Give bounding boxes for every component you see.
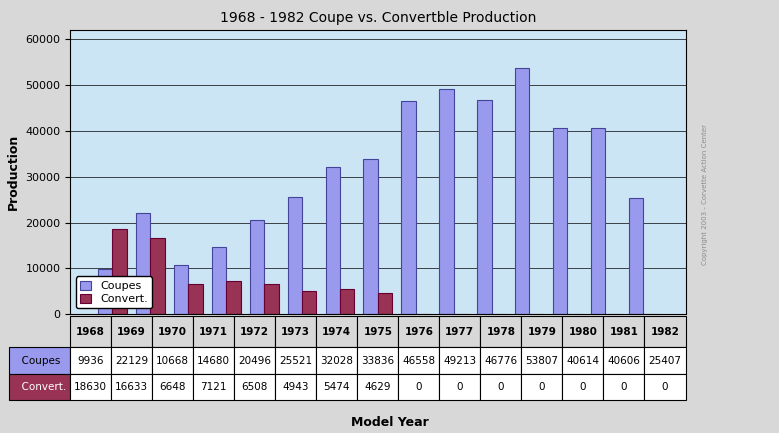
Legend: Coupes, Convert.: Coupes, Convert. [76, 277, 153, 308]
Bar [212, 247, 226, 314]
Bar [264, 284, 279, 314]
Bar [378, 293, 392, 314]
Y-axis label: Production: Production [7, 134, 19, 210]
Bar [174, 265, 189, 314]
Bar [553, 128, 567, 314]
Bar [590, 128, 605, 314]
Bar [340, 289, 354, 314]
Bar [98, 268, 112, 314]
Bar [189, 284, 203, 314]
Bar [401, 101, 416, 314]
Text: Copyright 2003 - Corvette Action Center: Copyright 2003 - Corvette Action Center [702, 124, 708, 265]
Bar [629, 198, 643, 314]
Bar [439, 89, 453, 314]
Title: 1968 - 1982 Coupe vs. Convertble Production: 1968 - 1982 Coupe vs. Convertble Product… [220, 11, 536, 25]
Bar [326, 168, 340, 314]
Bar [287, 197, 302, 314]
Bar [150, 238, 165, 314]
Bar [302, 291, 316, 314]
Bar [250, 220, 264, 314]
Bar [515, 68, 530, 314]
Bar [136, 213, 150, 314]
Text: Model Year: Model Year [351, 416, 428, 429]
Bar [226, 281, 241, 314]
Bar [112, 229, 127, 314]
Bar [477, 100, 492, 314]
Bar [364, 159, 378, 314]
